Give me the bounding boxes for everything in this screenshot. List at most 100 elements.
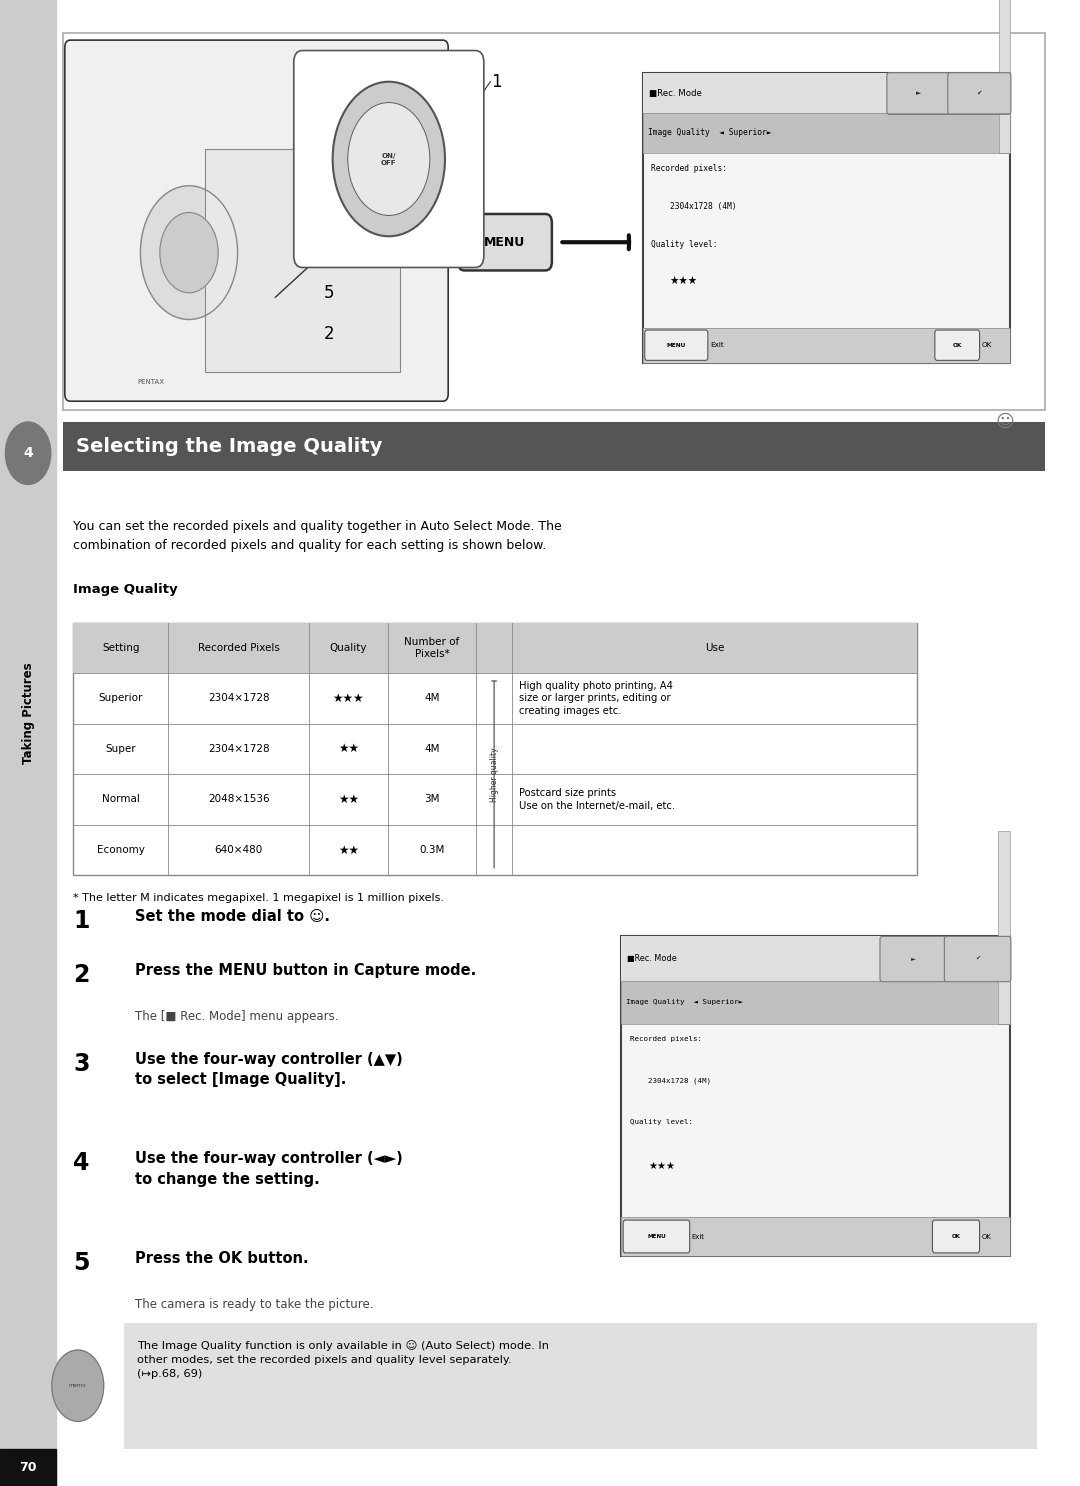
- Text: 0.3M: 0.3M: [419, 846, 445, 854]
- Text: Press the MENU button in Capture mode.: Press the MENU button in Capture mode.: [135, 963, 476, 978]
- Text: ★★: ★★: [338, 743, 359, 755]
- Bar: [643, 328, 1010, 363]
- Text: The [■ Rec. Mode] menu appears.: The [■ Rec. Mode] menu appears.: [135, 1010, 338, 1024]
- Text: Selecting the Image Quality: Selecting the Image Quality: [76, 437, 382, 456]
- Text: ►: ►: [910, 955, 916, 961]
- Text: Higher quality: Higher quality: [489, 747, 499, 801]
- Text: Quality level:: Quality level:: [630, 1119, 692, 1125]
- Text: 2: 2: [73, 963, 90, 987]
- Text: Image Quality  ◄ Superior►: Image Quality ◄ Superior►: [648, 128, 771, 137]
- Text: Image Quality: Image Quality: [73, 583, 178, 596]
- Text: 4M: 4M: [424, 694, 440, 703]
- Text: OK: OK: [982, 342, 993, 348]
- Text: 2304×1728: 2304×1728: [207, 744, 270, 753]
- Text: 70: 70: [19, 1461, 37, 1474]
- Bar: [63, 33, 1045, 410]
- Text: ★★★: ★★★: [670, 278, 698, 287]
- Text: OK: OK: [953, 343, 962, 348]
- Text: The camera is ready to take the picture.: The camera is ready to take the picture.: [135, 1299, 374, 1311]
- Text: 1: 1: [73, 909, 90, 933]
- Text: Taking Pictures: Taking Pictures: [22, 663, 35, 764]
- Bar: [73, 623, 917, 875]
- Bar: [63, 422, 1045, 471]
- Text: 1: 1: [491, 73, 502, 91]
- Text: ■Rec. Mode: ■Rec. Mode: [627, 954, 677, 963]
- Text: ★★: ★★: [338, 794, 359, 805]
- Text: 3M: 3M: [424, 795, 440, 804]
- Bar: [73, 623, 917, 673]
- Text: Economy: Economy: [97, 846, 145, 854]
- Text: 3: 3: [73, 1052, 90, 1076]
- Text: OK: OK: [982, 1233, 991, 1239]
- Circle shape: [52, 1349, 104, 1421]
- Text: Image Quality  ◄ Superior►: Image Quality ◄ Superior►: [626, 1000, 743, 1006]
- Text: Normal: Normal: [102, 795, 140, 804]
- FancyBboxPatch shape: [294, 51, 484, 267]
- FancyBboxPatch shape: [623, 1220, 690, 1253]
- FancyBboxPatch shape: [458, 214, 552, 270]
- Text: 640×480: 640×480: [215, 846, 262, 854]
- Text: ✔: ✔: [976, 91, 982, 97]
- Text: 2048×1536: 2048×1536: [207, 795, 270, 804]
- Text: Use the four-way controller (◄►)
to change the setting.: Use the four-way controller (◄►) to chan…: [135, 1152, 403, 1187]
- Text: MENU: MENU: [647, 1233, 665, 1239]
- FancyBboxPatch shape: [887, 73, 950, 114]
- Text: Set the mode dial to ☺.: Set the mode dial to ☺.: [135, 909, 330, 924]
- Text: ►: ►: [916, 91, 921, 97]
- FancyBboxPatch shape: [65, 40, 448, 401]
- FancyBboxPatch shape: [944, 936, 1011, 982]
- Text: MENU: MENU: [666, 343, 686, 348]
- Bar: [0, 0, 56, 1486]
- Bar: [621, 936, 1010, 1256]
- Text: Exit: Exit: [692, 1233, 705, 1239]
- Bar: [643, 73, 1010, 363]
- FancyBboxPatch shape: [880, 936, 946, 982]
- Bar: [621, 936, 1010, 981]
- Text: Setting: Setting: [103, 643, 139, 652]
- Text: ✔: ✔: [975, 955, 981, 961]
- Text: ON/
OFF: ON/ OFF: [381, 153, 396, 165]
- Bar: [621, 1217, 1010, 1256]
- Text: 3, 4: 3, 4: [324, 215, 355, 233]
- Text: Recorded pixels:: Recorded pixels:: [651, 165, 727, 174]
- Circle shape: [5, 422, 51, 484]
- FancyBboxPatch shape: [645, 330, 707, 360]
- Text: memo: memo: [69, 1383, 86, 1388]
- Text: 4M: 4M: [424, 744, 440, 753]
- Text: 4: 4: [23, 446, 33, 461]
- Text: You can set the recorded pixels and quality together in Auto Select Mode. The
co: You can set the recorded pixels and qual…: [73, 520, 563, 551]
- Circle shape: [348, 103, 430, 215]
- Bar: [643, 113, 1010, 153]
- Text: 2304x1728 (4M): 2304x1728 (4M): [670, 202, 737, 211]
- Bar: [643, 328, 1010, 363]
- Text: Use the four-way controller (▲▼)
to select [Image Quality].: Use the four-way controller (▲▼) to sele…: [135, 1052, 403, 1088]
- Text: PENTAX: PENTAX: [138, 379, 165, 385]
- Circle shape: [160, 212, 218, 293]
- Text: MENU: MENU: [484, 236, 526, 248]
- FancyBboxPatch shape: [932, 1220, 980, 1253]
- Text: Recorded pixels:: Recorded pixels:: [630, 1036, 702, 1042]
- Text: ★★★: ★★★: [333, 692, 364, 704]
- Bar: [621, 981, 1010, 1024]
- FancyBboxPatch shape: [948, 73, 1011, 114]
- Text: The Image Quality function is only available in ☺ (Auto Select) mode. In
other m: The Image Quality function is only avail…: [137, 1340, 549, 1379]
- Text: Postcard size prints
Use on the Internet/e-mail, etc.: Postcard size prints Use on the Internet…: [519, 788, 676, 811]
- Text: Recorded Pixels: Recorded Pixels: [198, 643, 280, 652]
- Text: Exit: Exit: [710, 342, 724, 348]
- Text: ★★★: ★★★: [648, 1161, 675, 1171]
- Text: 4: 4: [73, 1152, 90, 1175]
- FancyBboxPatch shape: [935, 330, 980, 360]
- Bar: [998, 831, 1010, 1024]
- Bar: [621, 981, 1010, 1024]
- Text: OK: OK: [951, 1233, 960, 1239]
- Text: Press the OK button.: Press the OK button.: [135, 1251, 309, 1266]
- Bar: [999, 0, 1010, 153]
- Text: Number of
Pixels*: Number of Pixels*: [404, 637, 460, 658]
- Text: Quality: Quality: [329, 643, 367, 652]
- Circle shape: [140, 186, 238, 319]
- Text: 5: 5: [73, 1251, 90, 1275]
- Text: Super: Super: [106, 744, 136, 753]
- Bar: [124, 1323, 1037, 1449]
- Text: ■Rec. Mode: ■Rec. Mode: [649, 89, 702, 98]
- Text: ★★: ★★: [338, 844, 359, 856]
